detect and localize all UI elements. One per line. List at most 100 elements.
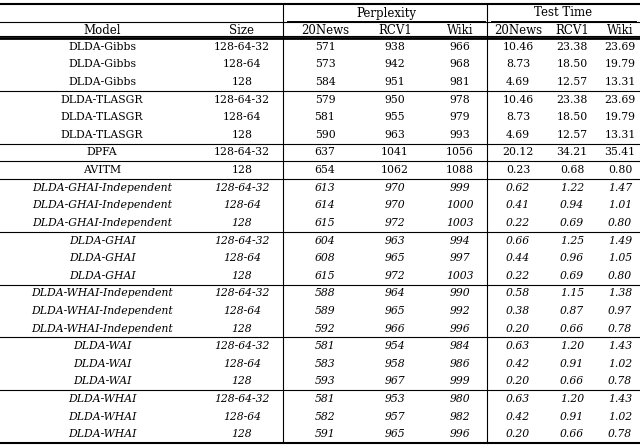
Text: 579: 579 [315, 95, 335, 105]
Text: 950: 950 [385, 95, 405, 105]
Text: 0.20: 0.20 [506, 429, 530, 439]
Text: 19.79: 19.79 [605, 60, 636, 69]
Text: 128-64: 128-64 [223, 112, 261, 122]
Text: 1.25: 1.25 [560, 236, 584, 246]
Text: 608: 608 [315, 253, 335, 263]
Text: 1003: 1003 [446, 271, 474, 281]
Text: 589: 589 [315, 306, 335, 316]
Text: 1.22: 1.22 [560, 183, 584, 193]
Text: 128-64: 128-64 [223, 412, 261, 422]
Text: 128: 128 [232, 77, 253, 87]
Text: 997: 997 [450, 253, 470, 263]
Text: 992: 992 [450, 306, 470, 316]
Text: 942: 942 [385, 60, 405, 69]
Text: 1.02: 1.02 [608, 359, 632, 369]
Text: 10.46: 10.46 [502, 42, 534, 52]
Text: 0.94: 0.94 [560, 200, 584, 210]
Text: 0.91: 0.91 [560, 359, 584, 369]
Text: 972: 972 [385, 271, 405, 281]
Text: 963: 963 [385, 236, 405, 246]
Text: 4.69: 4.69 [506, 77, 530, 87]
Text: 10.46: 10.46 [502, 95, 534, 105]
Text: 0.58: 0.58 [506, 289, 530, 298]
Text: 0.68: 0.68 [560, 165, 584, 175]
Text: 128-64-32: 128-64-32 [214, 147, 270, 157]
Text: 999: 999 [450, 183, 470, 193]
Text: RCV1: RCV1 [555, 23, 589, 36]
Text: 1.43: 1.43 [608, 341, 632, 351]
Text: 571: 571 [315, 42, 335, 52]
Text: 13.31: 13.31 [604, 130, 636, 140]
Text: AVITM: AVITM [83, 165, 121, 175]
Text: 584: 584 [315, 77, 335, 87]
Text: 965: 965 [385, 306, 405, 316]
Text: 979: 979 [450, 112, 470, 122]
Text: 128-64: 128-64 [223, 253, 261, 263]
Text: 128: 128 [232, 323, 252, 334]
Text: 999: 999 [450, 376, 470, 386]
Text: 128-64: 128-64 [223, 60, 261, 69]
Text: 581: 581 [315, 112, 335, 122]
Text: 963: 963 [385, 130, 405, 140]
Text: 20News: 20News [301, 23, 349, 36]
Text: 23.38: 23.38 [556, 42, 588, 52]
Text: 938: 938 [385, 42, 405, 52]
Text: DLDA-GHAI-Independent: DLDA-GHAI-Independent [32, 200, 172, 210]
Text: 994: 994 [450, 236, 470, 246]
Text: 654: 654 [315, 165, 335, 175]
Text: 986: 986 [450, 359, 470, 369]
Text: 18.50: 18.50 [556, 112, 588, 122]
Text: 0.22: 0.22 [506, 271, 530, 281]
Text: 0.66: 0.66 [506, 236, 530, 246]
Text: 0.66: 0.66 [560, 376, 584, 386]
Text: DLDA-GHAI-Independent: DLDA-GHAI-Independent [32, 183, 172, 193]
Text: 8.73: 8.73 [506, 112, 530, 122]
Text: 970: 970 [385, 183, 405, 193]
Text: Test Time: Test Time [534, 7, 593, 20]
Text: DLDA-TLASGR: DLDA-TLASGR [61, 112, 143, 122]
Text: 0.42: 0.42 [506, 359, 530, 369]
Text: 615: 615 [315, 271, 335, 281]
Text: 0.20: 0.20 [506, 376, 530, 386]
Text: 1056: 1056 [446, 147, 474, 157]
Text: 966: 966 [385, 323, 405, 334]
Text: 128-64: 128-64 [223, 306, 261, 316]
Text: 20.12: 20.12 [502, 147, 534, 157]
Text: 1003: 1003 [446, 218, 474, 228]
Text: DLDA-WHAI: DLDA-WHAI [68, 412, 136, 422]
Text: 8.73: 8.73 [506, 60, 530, 69]
Text: 128-64-32: 128-64-32 [214, 341, 269, 351]
Text: 0.63: 0.63 [506, 394, 530, 404]
Text: Wiki: Wiki [607, 23, 633, 36]
Text: 955: 955 [385, 112, 405, 122]
Text: 993: 993 [450, 130, 470, 140]
Text: DLDA-GHAI: DLDA-GHAI [68, 253, 135, 263]
Text: 583: 583 [315, 359, 335, 369]
Text: Wiki: Wiki [447, 23, 473, 36]
Text: 128-64-32: 128-64-32 [214, 183, 269, 193]
Text: DLDA-WHAI: DLDA-WHAI [68, 429, 136, 439]
Text: 34.21: 34.21 [556, 147, 588, 157]
Text: 0.69: 0.69 [560, 271, 584, 281]
Text: DLDA-Gibbs: DLDA-Gibbs [68, 77, 136, 87]
Text: 0.78: 0.78 [608, 376, 632, 386]
Text: 0.42: 0.42 [506, 412, 530, 422]
Text: 1.02: 1.02 [608, 412, 632, 422]
Text: 0.91: 0.91 [560, 412, 584, 422]
Text: 1000: 1000 [446, 200, 474, 210]
Text: 980: 980 [450, 394, 470, 404]
Text: 128: 128 [232, 130, 253, 140]
Text: 0.62: 0.62 [506, 183, 530, 193]
Text: 1.43: 1.43 [608, 394, 632, 404]
Text: 965: 965 [385, 253, 405, 263]
Text: 18.50: 18.50 [556, 60, 588, 69]
Text: 592: 592 [315, 323, 335, 334]
Text: 4.69: 4.69 [506, 130, 530, 140]
Text: DLDA-WAI: DLDA-WAI [73, 341, 131, 351]
Text: 128: 128 [232, 376, 252, 386]
Text: 128-64-32: 128-64-32 [214, 236, 269, 246]
Text: 13.31: 13.31 [604, 77, 636, 87]
Text: 0.63: 0.63 [506, 341, 530, 351]
Text: 1.05: 1.05 [608, 253, 632, 263]
Text: 581: 581 [315, 341, 335, 351]
